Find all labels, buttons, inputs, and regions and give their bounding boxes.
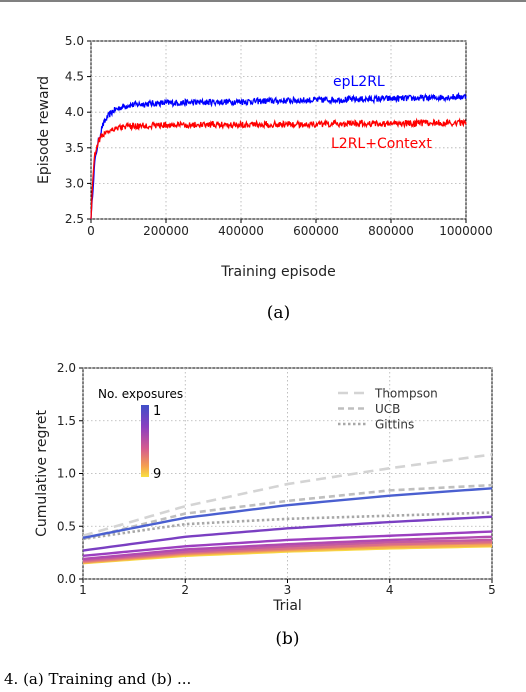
x-tick-label: 1: [79, 583, 87, 597]
colorbar-gradient: [141, 405, 149, 477]
colorbar-title: No. exposures: [98, 387, 183, 401]
chart-a-episode-reward: 0 200000 400000 600000 800000 1000000 2.5 3.0 3.…: [36, 34, 493, 323]
legend-label-epl2rl: epL2RL: [333, 74, 385, 90]
chart-b-caption: (b): [275, 629, 299, 649]
colorbar-max-label: 9: [153, 467, 161, 482]
chart-a-y-axis-label: Episode reward: [36, 76, 52, 184]
colorbar-min-label: 1: [153, 404, 161, 419]
y-tick-label: 0.0: [57, 572, 76, 586]
exposure-line-1: [82, 487, 493, 540]
x-tick-label: 1000000: [439, 224, 492, 238]
chart-a-plot-frame: [90, 40, 467, 220]
y-tick-label: 2.0: [57, 361, 76, 375]
chart-b-ticks: 1 2 3 4 5 0.0 0.5 1.0 1.5 2.0: [57, 361, 496, 597]
x-tick-label: 800000: [368, 224, 414, 238]
series-line-epl2rl: [90, 92, 467, 220]
legend-label-gittins: Gittins: [375, 418, 414, 432]
baseline-line-gittins: [82, 511, 493, 541]
y-tick-label: 3.5: [65, 141, 84, 155]
legend-label-ucb: UCB: [375, 402, 400, 416]
exposure-line-4: [82, 535, 493, 561]
chart-a-x-axis-label: Training episode: [220, 264, 335, 280]
colorbar-exposures: No. exposures 1 9: [98, 387, 183, 482]
x-tick-label: 600000: [293, 224, 339, 238]
chart-a-grid: [90, 40, 467, 220]
chart-b-series: [82, 453, 493, 565]
x-tick-label: 3: [284, 583, 292, 597]
chart-a-caption: (a): [267, 303, 290, 323]
figure-caption-fragment: 4. (a) Training and (b) ...: [4, 670, 191, 688]
legend-label-l2rl-context: L2RL+Context: [331, 136, 432, 152]
y-tick-label: 3.0: [65, 176, 84, 190]
exposure-line-5: [82, 538, 493, 562]
x-tick-label: 400000: [218, 224, 264, 238]
chart-b-y-axis-label: Cumulative regret: [34, 410, 50, 537]
y-tick-label: 5.0: [65, 34, 84, 48]
y-tick-label: 0.5: [57, 519, 76, 533]
chart-a-ticks: 0 200000 400000 600000 800000 1000000 2.5 3.0 3.…: [65, 34, 493, 238]
y-tick-label: 1.0: [57, 467, 76, 481]
y-tick-label: 4.5: [65, 70, 84, 84]
y-tick-label: 1.5: [57, 414, 76, 428]
y-tick-label: 2.5: [65, 212, 84, 226]
baseline-line-thompson: [82, 453, 493, 537]
series-line-l2rl-context: [90, 117, 467, 219]
chart-b-cumulative-regret: 1 2 3 4 5 0.0 0.5 1.0 1.5 2.0 No. exposures 1 9: [34, 361, 496, 649]
chart-a-series: [90, 92, 467, 220]
legend-label-thompson: Thompson: [374, 387, 438, 401]
x-tick-label: 200000: [143, 224, 189, 238]
exposure-line-3: [82, 530, 493, 557]
chart-b-x-axis-label: Trial: [272, 598, 302, 614]
x-tick-label: 5: [488, 583, 496, 597]
baseline-line-ucb: [82, 483, 493, 541]
x-tick-label: 0: [87, 224, 95, 238]
x-tick-label: 4: [386, 583, 394, 597]
x-tick-label: 2: [181, 583, 189, 597]
y-tick-label: 4.0: [65, 105, 84, 119]
exposure-line-2: [82, 515, 493, 552]
